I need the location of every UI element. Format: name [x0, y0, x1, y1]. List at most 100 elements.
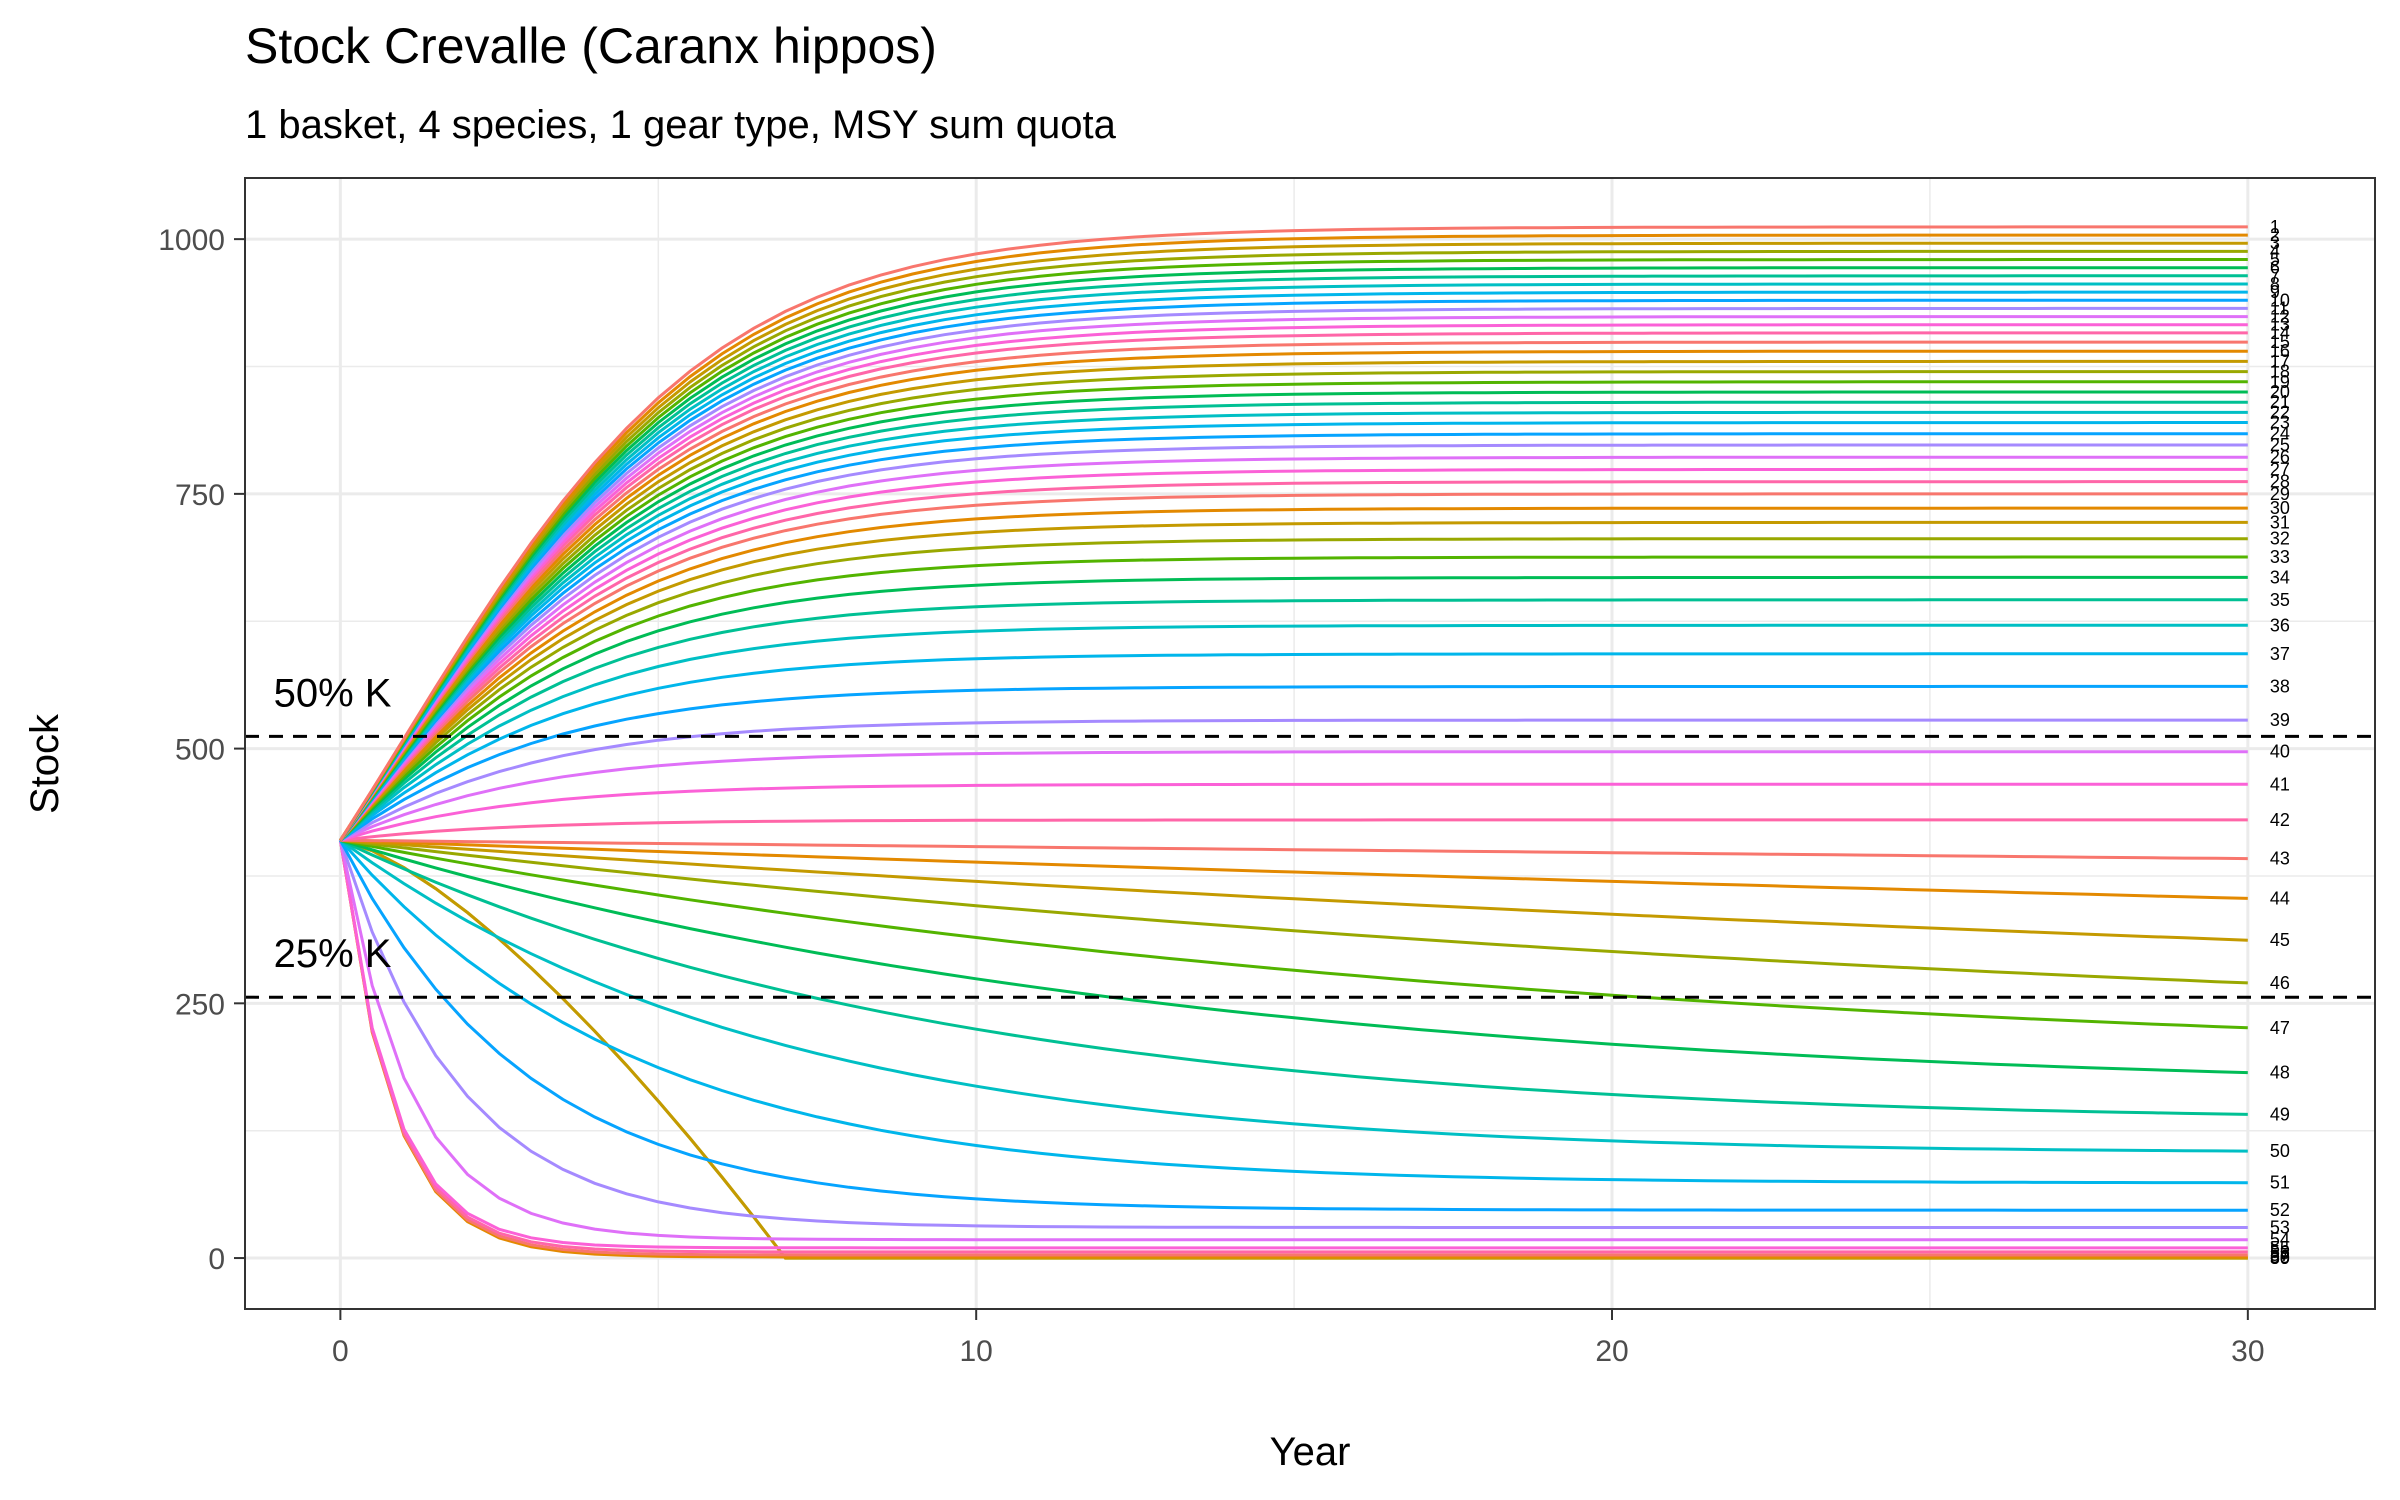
series-line-50 — [339, 839, 2248, 1153]
chart-subtitle: 1 basket, 4 species, 1 gear type, MSY su… — [245, 103, 1117, 147]
series-line-47 — [340, 838, 2248, 1030]
x-tick-label: 20 — [1595, 1335, 1628, 1368]
series-line-49 — [339, 838, 2248, 1116]
series-end-label-13: 13 — [2270, 315, 2290, 335]
series-end-label-3: 3 — [2270, 233, 2280, 253]
series-end-label-37: 37 — [2270, 644, 2290, 664]
series-end-label-16: 16 — [2270, 341, 2290, 361]
series-end-label-33: 33 — [2270, 547, 2290, 567]
series-line-35 — [339, 598, 2248, 842]
series-line-2 — [339, 233, 2248, 842]
series-end-label-42: 42 — [2270, 810, 2290, 830]
series-line-11 — [339, 306, 2248, 842]
series-line-34 — [339, 575, 2248, 842]
series-line-33 — [339, 555, 2248, 842]
series-labels: 1234567891011121314151617181920212223242… — [2270, 217, 2290, 1268]
series-line-20 — [339, 390, 2248, 842]
series-line-30 — [339, 506, 2248, 842]
series-end-label-55: 55 — [2270, 1238, 2290, 1258]
series-line-32 — [339, 537, 2248, 842]
series-line-14 — [339, 331, 2248, 842]
axes: 0 10 20 30 0 250 500 750 1000 — [158, 224, 2264, 1368]
series-end-label-7: 7 — [2270, 266, 2280, 286]
series-line-13 — [339, 323, 2248, 842]
series-end-label-38: 38 — [2270, 676, 2290, 696]
series-end-label-56: 56 — [2270, 1242, 2290, 1262]
series-line-45 — [340, 838, 2248, 942]
series-line-41 — [339, 782, 2248, 842]
series-end-label-54: 54 — [2270, 1230, 2290, 1250]
series-line-52 — [339, 839, 2248, 1212]
series-end-label-30: 30 — [2270, 498, 2290, 518]
series-end-label-26: 26 — [2270, 447, 2290, 467]
series-end-label-52: 52 — [2270, 1200, 2290, 1220]
series-line-19 — [339, 380, 2248, 842]
series-end-label-28: 28 — [2270, 472, 2290, 492]
series-line-55 — [338, 840, 2248, 1250]
series-line-6 — [339, 266, 2248, 842]
series-end-label-32: 32 — [2270, 529, 2290, 549]
series-end-label-19: 19 — [2270, 372, 2290, 392]
series-end-label-20: 20 — [2270, 382, 2290, 402]
series-end-label-51: 51 — [2270, 1173, 2290, 1193]
series-end-label-27: 27 — [2270, 459, 2290, 479]
series-end-label-53: 53 — [2270, 1217, 2290, 1237]
plot-panel-border — [244, 177, 2376, 1310]
series-line-17 — [339, 359, 2248, 842]
series-end-label-6: 6 — [2270, 258, 2280, 278]
series-line-9 — [339, 290, 2248, 842]
series-end-label-12: 12 — [2270, 307, 2290, 327]
reference-label-1: 50% K — [274, 671, 392, 715]
series-end-label-2: 2 — [2270, 225, 2280, 245]
series-end-label-59: 59 — [2270, 1248, 2290, 1268]
series-end-label-48: 48 — [2270, 1063, 2290, 1083]
series-end-label-44: 44 — [2270, 888, 2290, 908]
series-line-23 — [339, 421, 2248, 842]
series-end-label-11: 11 — [2270, 298, 2289, 318]
series-end-label-15: 15 — [2270, 332, 2290, 352]
series-line-3 — [339, 241, 2248, 842]
series-end-label-43: 43 — [2270, 849, 2290, 869]
series-line-46 — [340, 838, 2248, 985]
y-tick-label: 1000 — [158, 224, 225, 257]
series-end-label-35: 35 — [2270, 590, 2290, 610]
series-line-54 — [338, 839, 2248, 1242]
series-line-42 — [340, 818, 2248, 842]
series-end-label-58: 58 — [2270, 1247, 2290, 1267]
reference-lines: 50% K 25% K — [245, 671, 2375, 999]
series-end-label-5: 5 — [2270, 250, 2280, 270]
series-lines — [338, 225, 2248, 1260]
series-line-37 — [339, 652, 2248, 842]
series-end-label-36: 36 — [2270, 615, 2290, 635]
y-tick-label: 250 — [175, 988, 225, 1021]
series-end-label-57: 57 — [2270, 1245, 2290, 1265]
y-tick-label: 0 — [208, 1243, 225, 1276]
series-end-label-9: 9 — [2270, 282, 2280, 302]
series-line-16 — [339, 349, 2248, 842]
series-line-22 — [339, 410, 2248, 842]
series-line-25 — [339, 443, 2248, 842]
series-line-21 — [339, 400, 2248, 842]
series-end-label-21: 21 — [2270, 392, 2290, 412]
series-line-7 — [339, 274, 2248, 842]
series-end-label-17: 17 — [2270, 351, 2290, 371]
series-line-53 — [338, 839, 2248, 1229]
series-line-8 — [339, 282, 2248, 842]
series-line-58 — [338, 840, 2248, 1259]
series-line-39 — [339, 718, 2248, 842]
series-line-38 — [339, 684, 2248, 842]
series-end-label-24: 24 — [2270, 424, 2290, 444]
series-end-label-31: 31 — [2270, 512, 2290, 532]
series-line-28 — [339, 480, 2248, 842]
series-line-5 — [339, 258, 2248, 842]
x-tick-label: 30 — [2231, 1335, 2264, 1368]
series-end-label-34: 34 — [2270, 567, 2290, 587]
series-line-12 — [339, 315, 2248, 842]
series-end-label-40: 40 — [2270, 742, 2290, 762]
y-tick-label: 500 — [175, 734, 225, 767]
series-end-label-50: 50 — [2270, 1141, 2290, 1161]
series-line-44 — [340, 838, 2248, 900]
x-axis-title: Year — [1270, 1430, 1351, 1474]
